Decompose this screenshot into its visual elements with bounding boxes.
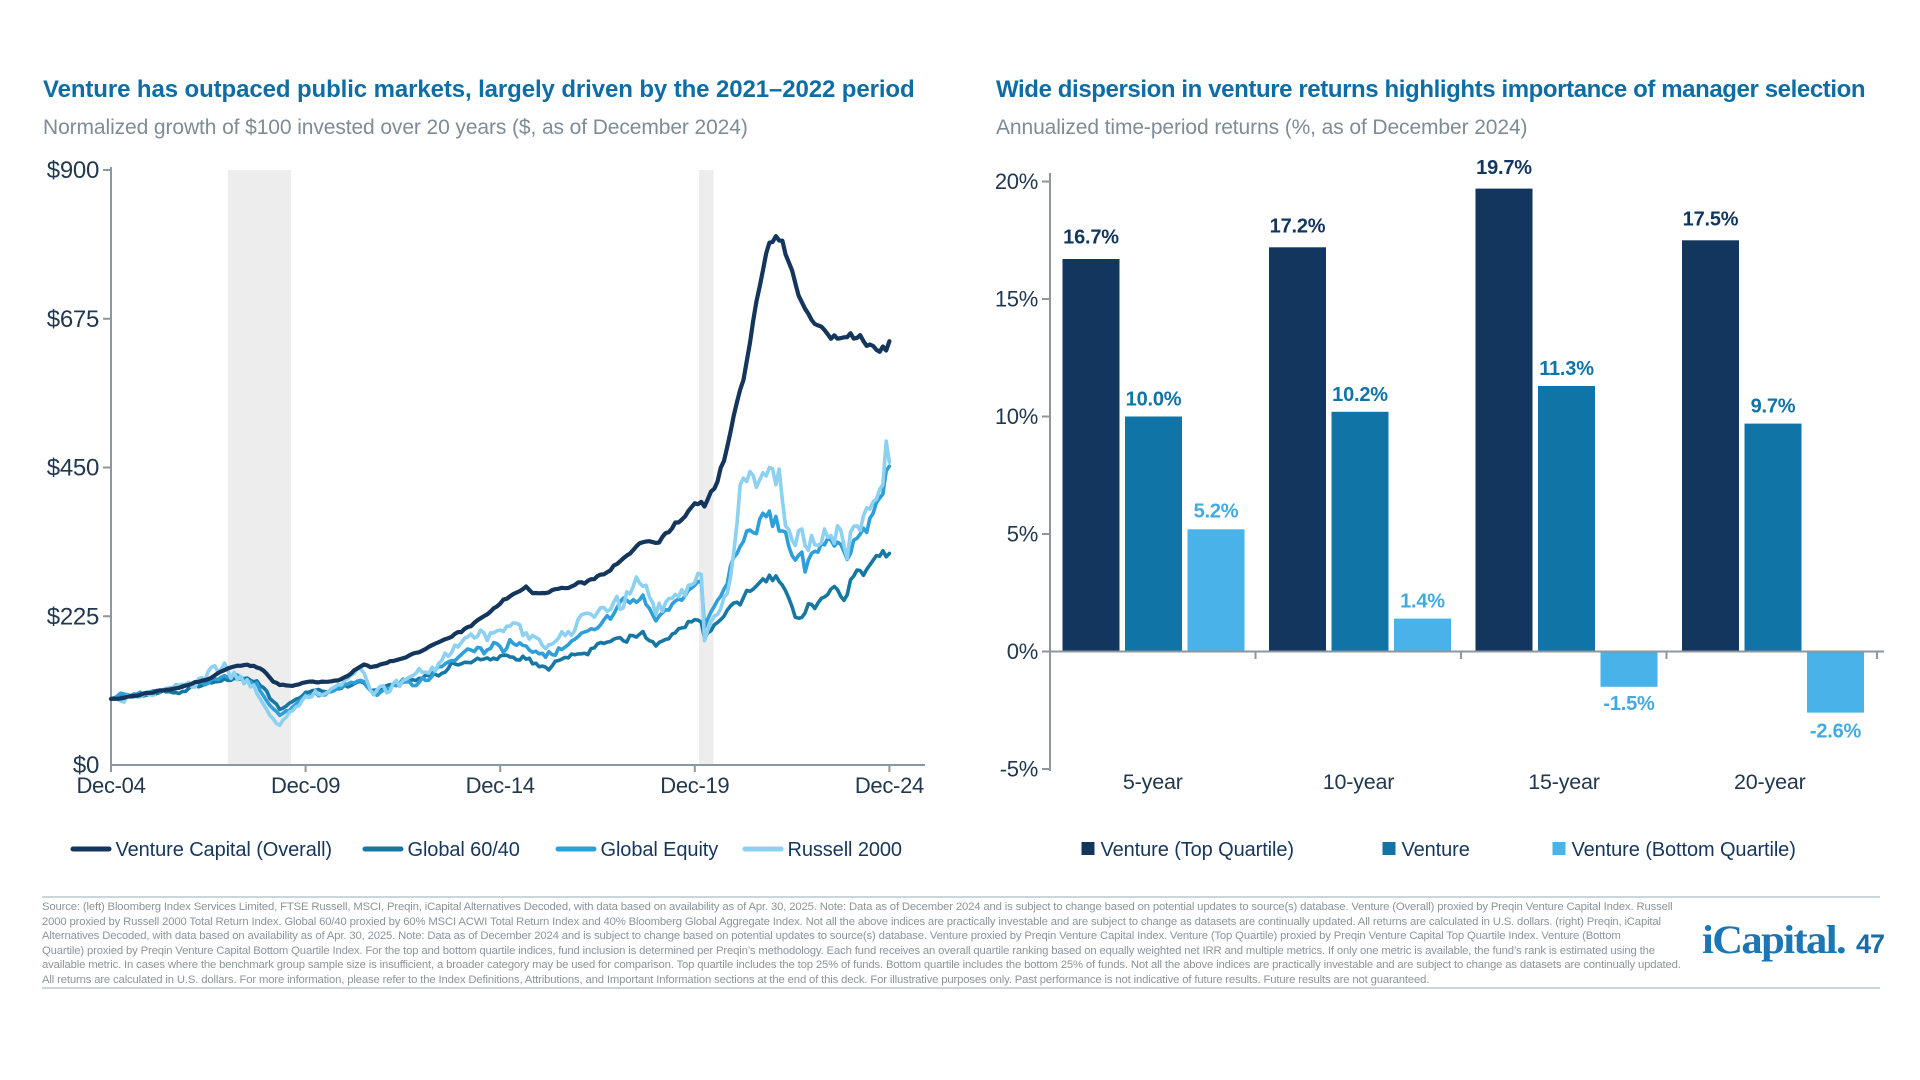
svg-text:Global Equity: Global Equity — [601, 839, 719, 861]
svg-text:10-year: 10-year — [1323, 770, 1395, 794]
svg-text:Dec-19: Dec-19 — [660, 773, 729, 798]
svg-text:Dec-09: Dec-09 — [271, 773, 340, 798]
svg-text:5.2%: 5.2% — [1194, 501, 1239, 523]
svg-text:5%: 5% — [1007, 522, 1038, 547]
svg-text:Venture (Top Quartile): Venture (Top Quartile) — [1101, 839, 1294, 861]
svg-text:$675: $675 — [47, 306, 99, 333]
svg-text:19.7%: 19.7% — [1476, 157, 1532, 179]
svg-text:Global 60/40: Global 60/40 — [408, 839, 520, 861]
svg-text:Dec-04: Dec-04 — [76, 773, 145, 798]
svg-text:16.7%: 16.7% — [1063, 227, 1119, 249]
svg-text:10.0%: 10.0% — [1126, 389, 1182, 411]
svg-text:$900: $900 — [47, 157, 99, 184]
svg-text:-5%: -5% — [1000, 757, 1038, 782]
svg-text:Dec-14: Dec-14 — [466, 773, 535, 798]
svg-text:Dec-24: Dec-24 — [855, 773, 924, 798]
svg-text:-1.5%: -1.5% — [1603, 693, 1655, 715]
svg-text:$225: $225 — [47, 603, 99, 630]
svg-text:Venture Capital (Overall): Venture Capital (Overall) — [116, 839, 333, 861]
svg-text:17.2%: 17.2% — [1270, 216, 1326, 238]
svg-text:$450: $450 — [47, 455, 99, 482]
svg-text:-2.6%: -2.6% — [1810, 721, 1862, 743]
svg-text:10.2%: 10.2% — [1332, 384, 1388, 406]
svg-text:17.5%: 17.5% — [1683, 208, 1739, 230]
svg-text:5-year: 5-year — [1123, 770, 1183, 794]
svg-text:20-year: 20-year — [1734, 770, 1806, 794]
svg-text:11.3%: 11.3% — [1539, 358, 1594, 380]
svg-text:10%: 10% — [995, 404, 1038, 429]
svg-text:0%: 0% — [1007, 639, 1038, 664]
svg-text:Venture: Venture — [1402, 839, 1470, 861]
svg-text:9.7%: 9.7% — [1751, 396, 1796, 418]
svg-text:15%: 15% — [995, 287, 1038, 312]
svg-text:Venture (Bottom Quartile): Venture (Bottom Quartile) — [1572, 839, 1796, 861]
svg-text:15-year: 15-year — [1528, 770, 1600, 794]
svg-text:Russell 2000: Russell 2000 — [788, 839, 902, 861]
svg-text:1.4%: 1.4% — [1400, 591, 1445, 613]
svg-text:$0: $0 — [73, 752, 99, 779]
svg-text:20%: 20% — [995, 169, 1038, 194]
